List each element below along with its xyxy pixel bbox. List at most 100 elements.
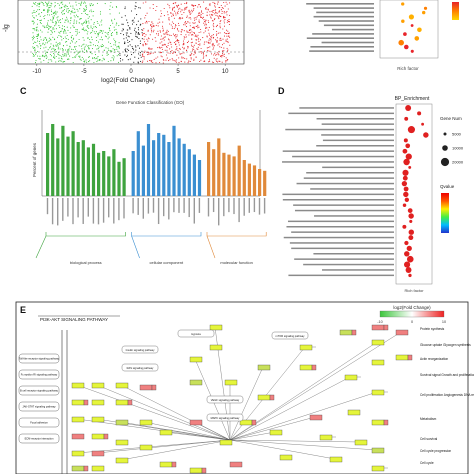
volcano-point [200, 16, 202, 18]
volcano-point [154, 37, 156, 39]
volcano-point [66, 34, 68, 37]
go-term-label-placeholder [108, 198, 110, 218]
volcano-point [202, 53, 205, 55]
gene-node-extra [383, 324, 389, 331]
side-label-box [18, 385, 60, 396]
volcano-point [199, 39, 202, 41]
volcano-point [197, 48, 199, 50]
volcano-point [127, 25, 129, 27]
volcano-point [228, 23, 230, 26]
volcano-point [152, 25, 154, 28]
bp-enrichment-dot [407, 208, 413, 213]
volcano-point [199, 60, 201, 63]
volcano-point [54, 11, 56, 13]
x-tick-label: 5 [176, 69, 180, 75]
volcano-point [126, 19, 128, 21]
volcano-point [193, 22, 195, 25]
volcano-point [50, 59, 52, 61]
volcano-point [180, 53, 182, 55]
volcano-point [117, 45, 119, 48]
volcano-point [202, 37, 204, 39]
volcano-point [55, 13, 57, 15]
bp-term-label-placeholder [310, 188, 394, 190]
volcano-point [226, 21, 228, 23]
volcano-point [200, 59, 202, 61]
gene-node [189, 356, 203, 363]
term-label-placeholder [323, 24, 374, 27]
volcano-point [107, 34, 109, 36]
go-bar [157, 133, 161, 196]
scale-tick-label: 0 [411, 320, 413, 324]
volcano-point [176, 34, 178, 36]
volcano-point [219, 60, 221, 62]
volcano-point [215, 54, 217, 56]
volcano-point [83, 8, 85, 10]
volcano-point [135, 6, 137, 8]
volcano-point [155, 57, 157, 59]
volcano-point [155, 40, 157, 42]
volcano-point [39, 43, 41, 45]
volcano-point [215, 59, 217, 61]
volcano-point [78, 38, 80, 41]
volcano-point [70, 5, 72, 7]
volcano-point [43, 18, 45, 20]
volcano-point [130, 32, 132, 34]
volcano-point [99, 24, 101, 26]
volcano-point [181, 17, 183, 19]
gene-node [71, 416, 85, 423]
volcano-point [43, 38, 45, 40]
volcano-point [137, 29, 140, 31]
volcano-point [114, 49, 116, 51]
volcano-point [60, 35, 62, 37]
volcano-point [44, 1, 47, 3]
volcano-point [169, 7, 171, 9]
volcano-point [201, 17, 204, 19]
volcano-point [57, 16, 59, 18]
volcano-point [167, 38, 170, 40]
volcano-point [184, 24, 186, 26]
volcano-point [80, 4, 82, 7]
volcano-point [175, 37, 177, 39]
volcano-point [194, 50, 196, 52]
volcano-point [220, 15, 222, 17]
volcano-point [40, 61, 42, 63]
volcano-point [35, 15, 37, 17]
bp-term-label-placeholder [322, 269, 394, 271]
volcano-point [208, 26, 210, 28]
volcano-point [97, 34, 99, 36]
volcano-point [137, 27, 139, 29]
gene-node [279, 454, 293, 461]
volcano-point [54, 49, 57, 51]
volcano-point [144, 22, 146, 24]
volcano-point [133, 61, 135, 63]
volcano-point [142, 60, 144, 62]
panel-b-xlabel: Rich factor [397, 66, 419, 71]
volcano-point [101, 24, 103, 26]
volcano-point [199, 44, 201, 46]
volcano-point [196, 48, 198, 50]
volcano-point [134, 56, 136, 58]
bp-enrichment-dot [403, 138, 408, 143]
volcano-point [55, 10, 57, 12]
volcano-point [200, 10, 203, 12]
volcano-point [221, 50, 223, 52]
volcano-point [70, 36, 72, 38]
volcano-point [169, 52, 171, 54]
volcano-point [46, 3, 48, 6]
pathway-edge [229, 439, 361, 443]
go-term-label-placeholder [142, 198, 144, 219]
volcano-point [170, 42, 172, 44]
pathway-edge [96, 439, 231, 454]
volcano-point [152, 25, 154, 27]
volcano-point [79, 17, 81, 20]
volcano-point [170, 34, 172, 37]
volcano-point [58, 34, 60, 37]
volcano-point [107, 53, 109, 55]
volcano-point [225, 61, 227, 63]
volcano-point [53, 15, 55, 17]
volcano-point [51, 48, 53, 50]
volcano-point [113, 38, 115, 40]
volcano-point [32, 55, 34, 57]
volcano-point [220, 39, 222, 41]
volcano-point [224, 32, 226, 34]
